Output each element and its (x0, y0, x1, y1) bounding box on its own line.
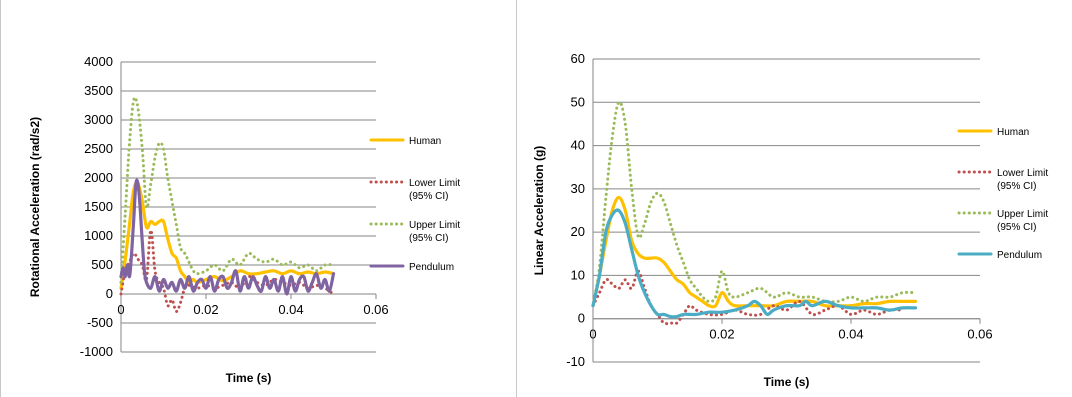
x-tick-label: 0.06 (967, 327, 992, 342)
y-tick-label: -10 (566, 354, 585, 369)
x-axis-title: Time (s) (226, 371, 272, 385)
y-tick-label: 60 (571, 51, 585, 66)
x-tick-label: 0 (589, 327, 596, 342)
y-tick-label: 50 (571, 94, 585, 109)
y-tick-label: 20 (571, 224, 585, 239)
legend-label: Human (997, 127, 1029, 138)
rotational-acceleration-chart-panel: -1000 -500 0 500 1000 1500 2000 2500 3000 3500 400… (0, 0, 515, 397)
y-tick-label: -500 (87, 315, 113, 330)
y-tick-label: 10 (571, 267, 585, 282)
y-tick-label: 1500 (84, 199, 113, 214)
y-tick-label: 0 (106, 286, 113, 301)
legend-label: Lower Limit (95% CI) (409, 178, 460, 202)
x-tick-label: 0.06 (363, 302, 388, 317)
series-line-pendulum (591, 208, 918, 319)
y-axis-title: Rotational Acceleration (rad/s2) (28, 117, 42, 297)
rotational-acceleration-chart: -1000 -500 0 500 1000 1500 2000 2500 3000 3500 400… (28, 54, 460, 385)
legend-label: Upper Limit (95% CI) (409, 220, 460, 244)
series-line-pendulum (119, 178, 336, 296)
legend-label: Pendulum (997, 250, 1042, 261)
y-tick-label: 30 (571, 181, 585, 196)
y-tick-label: 500 (91, 257, 113, 272)
series-layer (591, 100, 918, 326)
linear-acceleration-chart-panel: -10 0 10 20 30 40 50 60 0 0.02 0.04 0.06 Time (s) Lin… (516, 0, 1072, 397)
series-line-upper-limit-95-ci (591, 100, 917, 308)
series-line-upper-limit-95-ci (119, 95, 335, 284)
series-line-human (119, 181, 336, 290)
x-tick-label: 0.02 (709, 327, 734, 342)
series-layer (119, 95, 336, 313)
linear-acceleration-chart: -10 0 10 20 30 40 50 60 0 0.02 0.04 0.06 Time (s) Lin… (532, 51, 1048, 389)
x-tick-label: 0.04 (838, 327, 863, 342)
y-tick-label: 2000 (84, 170, 113, 185)
series-line-human (591, 195, 918, 309)
y-tick-label: 2500 (84, 141, 113, 156)
x-tick-label: 0.02 (193, 302, 218, 317)
series-line-lower-limit-95-ci (119, 228, 335, 313)
legend-label: Lower Limit (95% CI) (997, 168, 1048, 192)
y-tick-label: 3000 (84, 112, 113, 127)
x-tick-label: 0 (117, 302, 124, 317)
x-axis-title: Time (s) (764, 375, 810, 389)
y-tick-label: 40 (571, 138, 585, 153)
y-tick-label: 3500 (84, 83, 113, 98)
y-tick-label: 4000 (84, 54, 113, 69)
legend-label: Pendulum (409, 262, 454, 273)
legend-label: Human (409, 136, 441, 147)
legend-label: Upper Limit (95% CI) (997, 209, 1048, 233)
y-tick-label: -1000 (80, 344, 113, 359)
y-tick-label: 1000 (84, 228, 113, 243)
y-tick-label: 0 (578, 311, 585, 326)
y-axis-title: Linear Acceleration (g) (532, 146, 546, 276)
x-tick-label: 0.04 (278, 302, 303, 317)
